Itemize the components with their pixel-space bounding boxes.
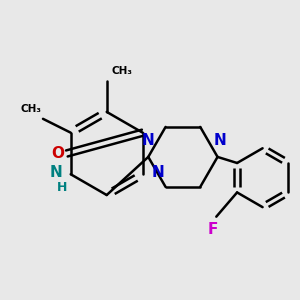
Text: N: N [152,165,164,180]
Text: CH₃: CH₃ [20,103,41,114]
Text: N: N [214,133,227,148]
Text: CH₃: CH₃ [112,65,133,76]
Text: O: O [52,146,65,161]
Text: N: N [142,133,155,148]
Text: H: H [57,181,67,194]
Text: F: F [208,222,218,237]
Text: N: N [49,165,62,180]
